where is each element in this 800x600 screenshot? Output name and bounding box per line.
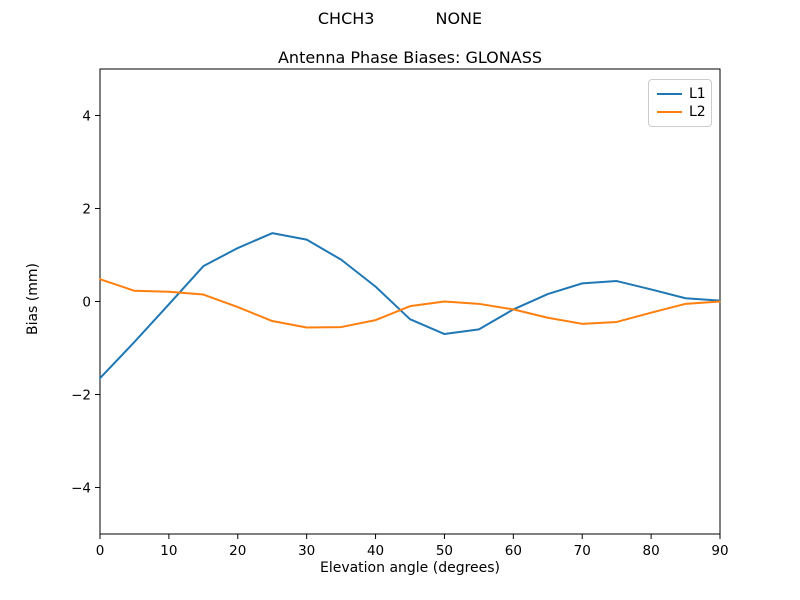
svg-text:0: 0 (82, 295, 91, 311)
svg-text:90: 90 (711, 543, 728, 559)
svg-text:20: 20 (229, 543, 246, 559)
svg-text:50: 50 (436, 543, 453, 559)
legend-label: L2 (689, 104, 706, 120)
svg-text:0: 0 (96, 543, 105, 559)
l2-line-swatch (657, 111, 682, 113)
svg-text:2: 2 (82, 202, 91, 218)
svg-text:70: 70 (574, 543, 591, 559)
suptitle: CHCH3 NONE (317, 9, 483, 28)
chart-title: Antenna Phase Biases: GLONASS (277, 48, 542, 67)
legend: L1 L2 (648, 79, 712, 127)
legend-item: L1 (657, 85, 711, 103)
svg-text:4: 4 (82, 109, 91, 125)
x-axis-label: Elevation angle (degrees) (319, 560, 501, 576)
svg-text:10: 10 (160, 543, 177, 559)
l1-line-swatch (657, 93, 682, 95)
legend-item: L2 (657, 103, 711, 121)
svg-text:40: 40 (367, 543, 384, 559)
y-axis-label: Bias (mm) (25, 262, 41, 336)
svg-text:80: 80 (643, 543, 660, 559)
svg-text:60: 60 (505, 543, 522, 559)
legend-label: L1 (689, 86, 706, 102)
svg-text:−4: −4 (71, 481, 91, 497)
svg-text:30: 30 (298, 543, 315, 559)
svg-text:−2: −2 (71, 388, 91, 404)
